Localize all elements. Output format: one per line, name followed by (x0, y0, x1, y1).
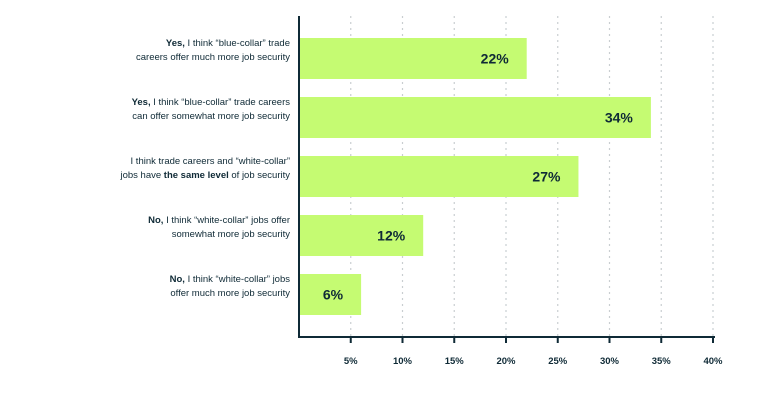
bar (299, 215, 424, 256)
tick-label: 40% (703, 356, 723, 367)
x-ticks: 5% 10% 15% 20% 25% 30% 35% 40% (344, 337, 723, 367)
tick-label: 30% (600, 356, 620, 367)
tick-label: 15% (445, 356, 465, 367)
tick-label: 25% (548, 356, 568, 367)
tick-label: 20% (496, 356, 516, 367)
bar (299, 38, 527, 79)
category-label-2: Yes, I think “blue-collar” trade careers… (131, 97, 290, 122)
tick-label: 10% (393, 356, 413, 367)
tick-label: 35% (652, 356, 672, 367)
data-label: 22% (481, 51, 510, 67)
data-label: 27% (532, 169, 561, 185)
category-label-3: I think trade careers and “white-collar”… (120, 156, 290, 181)
category-label-1: Yes, I think “blue-collar” trade careers… (136, 38, 290, 63)
data-label: 12% (377, 228, 406, 244)
category-label-4: No, I think “white-collar” jobs offer so… (148, 215, 290, 240)
bar (299, 97, 651, 138)
category-label-5: No, I think “white-collar” jobs offer mu… (169, 274, 290, 299)
data-labels: 22% 34% 27% 12% 6% (323, 51, 634, 303)
bars (299, 38, 651, 315)
data-label: 6% (323, 287, 344, 303)
bar (299, 156, 579, 197)
tick-label: 5% (344, 356, 358, 367)
data-label: 34% (605, 110, 634, 126)
bar (299, 274, 362, 315)
